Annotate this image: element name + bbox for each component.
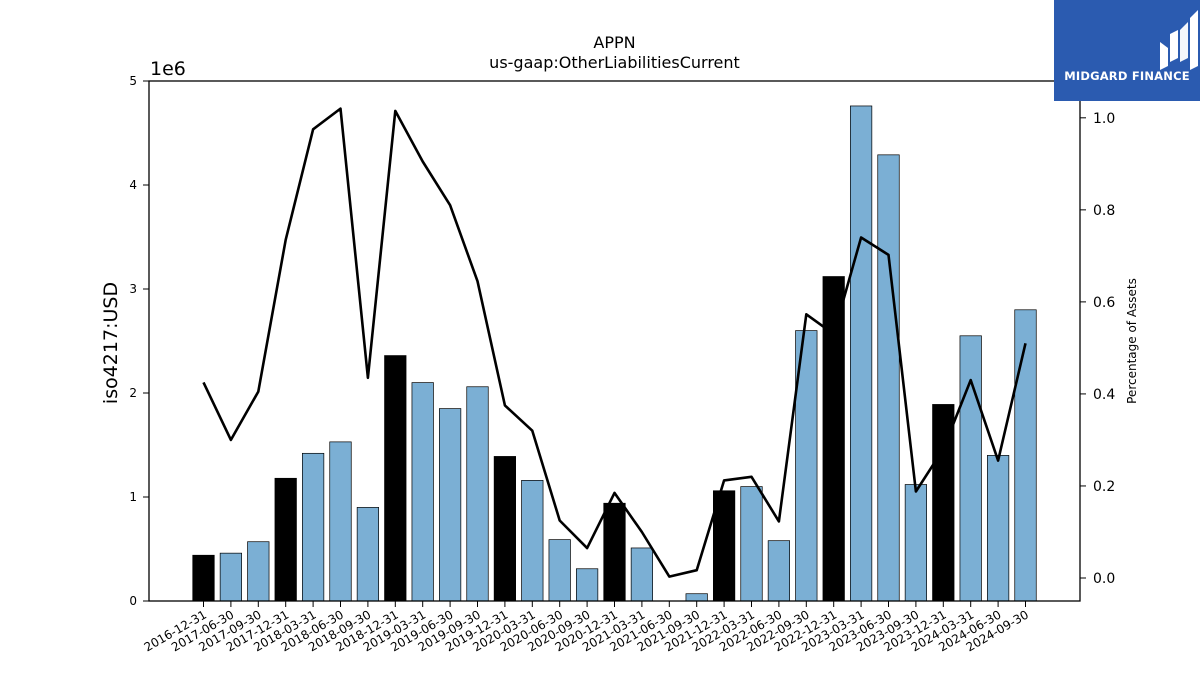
bar-2017-06-30 <box>219 552 242 602</box>
y2-tick-label: 0.4 <box>1093 387 1115 403</box>
percentage-line <box>202 107 1027 578</box>
bar-2020-06-30 <box>548 539 571 602</box>
y-tick-label: 5 <box>129 74 137 88</box>
chart-title: APPN <box>593 33 635 52</box>
chart-subtitle: us-gaap:OtherLiabilitiesCurrent <box>489 53 740 72</box>
y2-tick-label: 1.0 <box>1093 111 1115 127</box>
bar-2019-06-30 <box>439 408 462 602</box>
y2-tick-label: 0.0 <box>1093 571 1115 587</box>
bar-2017-09-30 <box>247 541 270 602</box>
bar-2020-09-30 <box>575 568 599 602</box>
bar-2023-03-31 <box>849 105 873 602</box>
bar-2023-12-31 <box>932 404 955 602</box>
bar-2019-12-31 <box>493 456 516 602</box>
y-offset-label: 1e6 <box>150 58 186 80</box>
bar-2019-03-31 <box>411 382 434 602</box>
y-tick-label: 3 <box>129 282 137 296</box>
y-axis-label: iso4217:USD <box>100 282 122 404</box>
bar-2016-12-31 <box>192 554 215 602</box>
bar-2022-12-31 <box>822 276 845 602</box>
bar-2022-06-30 <box>767 540 791 602</box>
logo-text: MIDGARD FINANCE <box>1064 69 1190 83</box>
y-tick-label: 2 <box>129 386 137 400</box>
bar-2018-12-31 <box>384 355 407 602</box>
y2-axis-label: Percentage of Assets <box>1125 278 1139 404</box>
y2-tick-label: 0.6 <box>1093 295 1115 311</box>
bar-2020-03-31 <box>521 480 544 602</box>
bar-2024-09-30 <box>1014 309 1037 602</box>
y-tick-label: 4 <box>129 178 137 192</box>
bar-2020-12-31 <box>603 502 626 602</box>
midgard-finance-logo: MIDGARD FINANCE <box>1054 0 1200 101</box>
bar-2018-03-31 <box>302 452 325 602</box>
bars <box>192 105 1037 602</box>
bar-2019-09-30 <box>466 386 489 602</box>
bar-2021-09-30 <box>685 593 708 602</box>
bar-2018-06-30 <box>329 441 352 602</box>
y-tick-label: 1 <box>129 490 137 504</box>
bar-2024-03-31 <box>959 335 982 602</box>
bar-2017-12-31 <box>274 477 297 602</box>
bar-2024-06-30 <box>986 455 1010 602</box>
percentage-line-path <box>202 107 1027 578</box>
y2-tick-label: 0.2 <box>1093 479 1115 495</box>
bar-2022-03-31 <box>740 486 763 602</box>
bar-2021-03-31 <box>630 547 654 602</box>
bar-2023-06-30 <box>877 154 900 602</box>
bar-2023-09-30 <box>904 484 928 602</box>
y2-tick-label: 0.8 <box>1093 203 1115 219</box>
logo-mark-icon <box>1160 10 1198 70</box>
bar-2018-09-30 <box>356 507 379 602</box>
y-tick-label: 0 <box>129 594 137 608</box>
